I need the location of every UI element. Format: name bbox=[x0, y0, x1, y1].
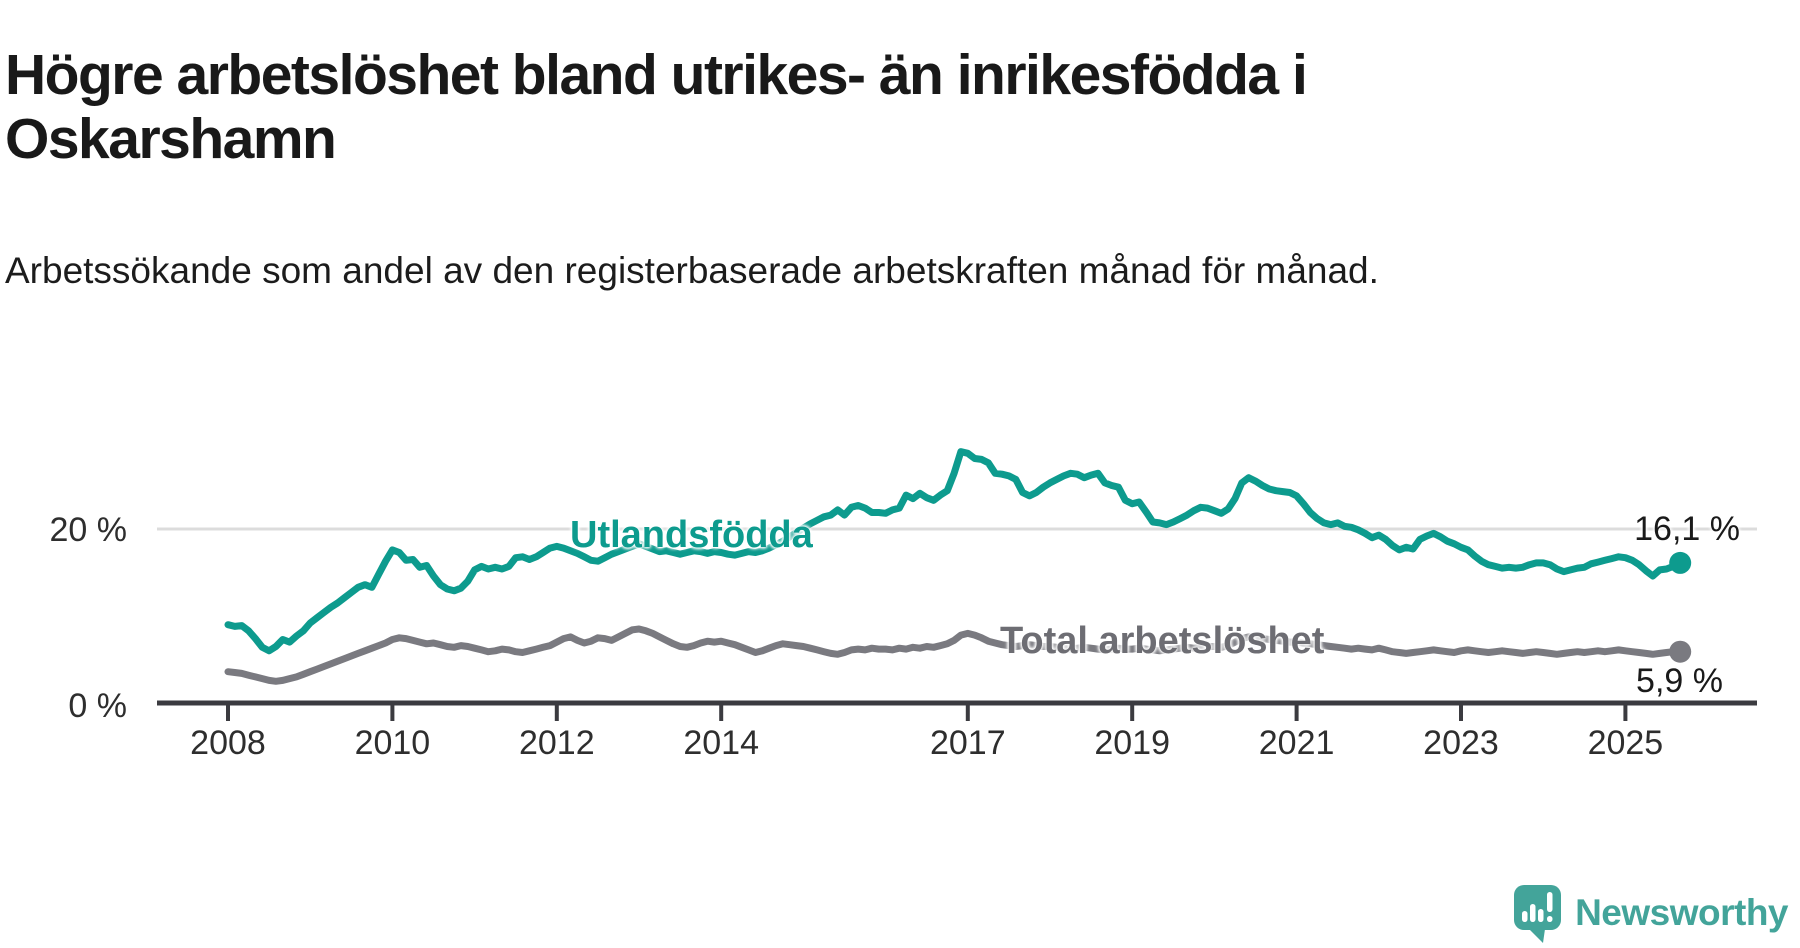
chart-subtitle: Arbetssökande som andel av den registerb… bbox=[5, 250, 1379, 291]
series-end-dot-1 bbox=[1669, 640, 1692, 663]
newsworthy-logo-text: Newsworthy bbox=[1575, 892, 1788, 933]
series-line-0 bbox=[224, 448, 1684, 655]
series-end-dot-0 bbox=[1669, 551, 1692, 574]
page-title: Högre arbetslöshet bland utrikes- än inr… bbox=[5, 43, 1308, 172]
newsworthy-logo-icon bbox=[1514, 885, 1562, 943]
newsworthy-logo: Newsworthy bbox=[1513, 884, 1788, 946]
series-line-1 bbox=[224, 625, 1684, 685]
speech-bubble-tail bbox=[1529, 929, 1546, 943]
